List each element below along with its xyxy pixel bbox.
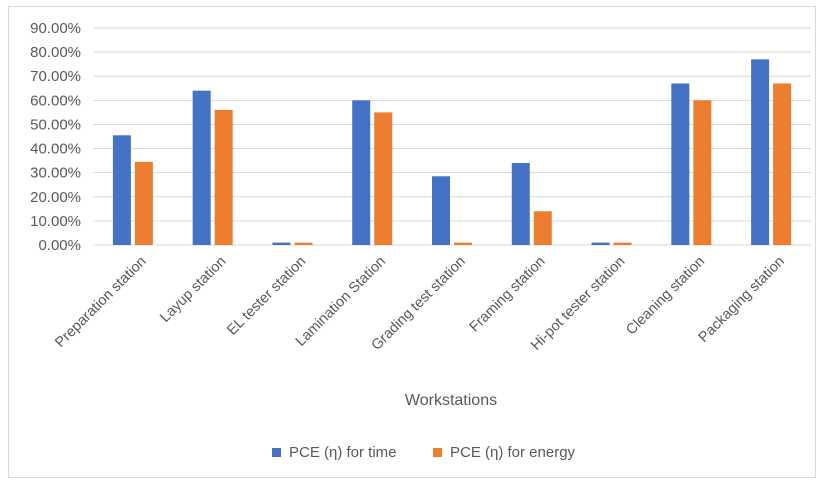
y-tick-label: 30.00% — [30, 165, 81, 182]
y-tick-label: 40.00% — [30, 141, 81, 158]
bar-energy — [374, 112, 393, 245]
gridlines — [93, 27, 811, 246]
y-tick-label: 90.00% — [30, 20, 81, 37]
legend-label: PCE (η) for energy — [450, 444, 576, 461]
y-tick-label: 80.00% — [30, 44, 81, 61]
bar-time — [272, 242, 291, 245]
x-category-label: EL tester station — [224, 254, 309, 339]
y-tick-labels: 0.00% 10.00% 20.00% 30.00% 40.00% 50.00% 60.00… — [30, 20, 81, 254]
bar-energy — [214, 109, 233, 245]
bar-time — [192, 90, 211, 245]
legend: PCE (η) for time PCE (η) for energy — [272, 444, 576, 461]
bar-energy — [294, 242, 313, 245]
bar-energy — [533, 211, 552, 245]
y-tick-label: 60.00% — [30, 92, 81, 109]
bar-time — [511, 163, 530, 245]
x-category-label: Packaging station — [696, 254, 788, 346]
y-tick-label: 70.00% — [30, 68, 81, 85]
bar-energy — [613, 242, 632, 245]
bar-time — [671, 83, 690, 245]
bar-time — [352, 100, 371, 245]
x-category-label: Layup station — [157, 254, 229, 326]
legend-swatch — [272, 448, 281, 457]
bars — [112, 59, 792, 245]
y-tick-label: 0.00% — [38, 237, 81, 254]
y-tick-label: 50.00% — [30, 116, 81, 133]
x-category-label: Cleaning station — [623, 254, 708, 339]
legend-swatch — [433, 448, 442, 457]
bar-time — [432, 176, 450, 245]
bar-energy — [454, 242, 472, 245]
bar-time — [591, 242, 610, 245]
bar-time — [751, 59, 770, 245]
legend-label: PCE (η) for time — [289, 444, 397, 461]
bar-time — [112, 135, 131, 245]
x-axis-title: Workstations — [405, 392, 497, 409]
bar-energy — [773, 83, 792, 245]
y-tick-label: 10.00% — [30, 213, 81, 230]
x-category-label: Framing station — [467, 254, 549, 336]
x-category-label: Preparation station — [52, 254, 149, 351]
y-tick-label: 20.00% — [30, 189, 81, 206]
bar-energy — [693, 100, 712, 245]
bar-energy — [134, 161, 153, 245]
